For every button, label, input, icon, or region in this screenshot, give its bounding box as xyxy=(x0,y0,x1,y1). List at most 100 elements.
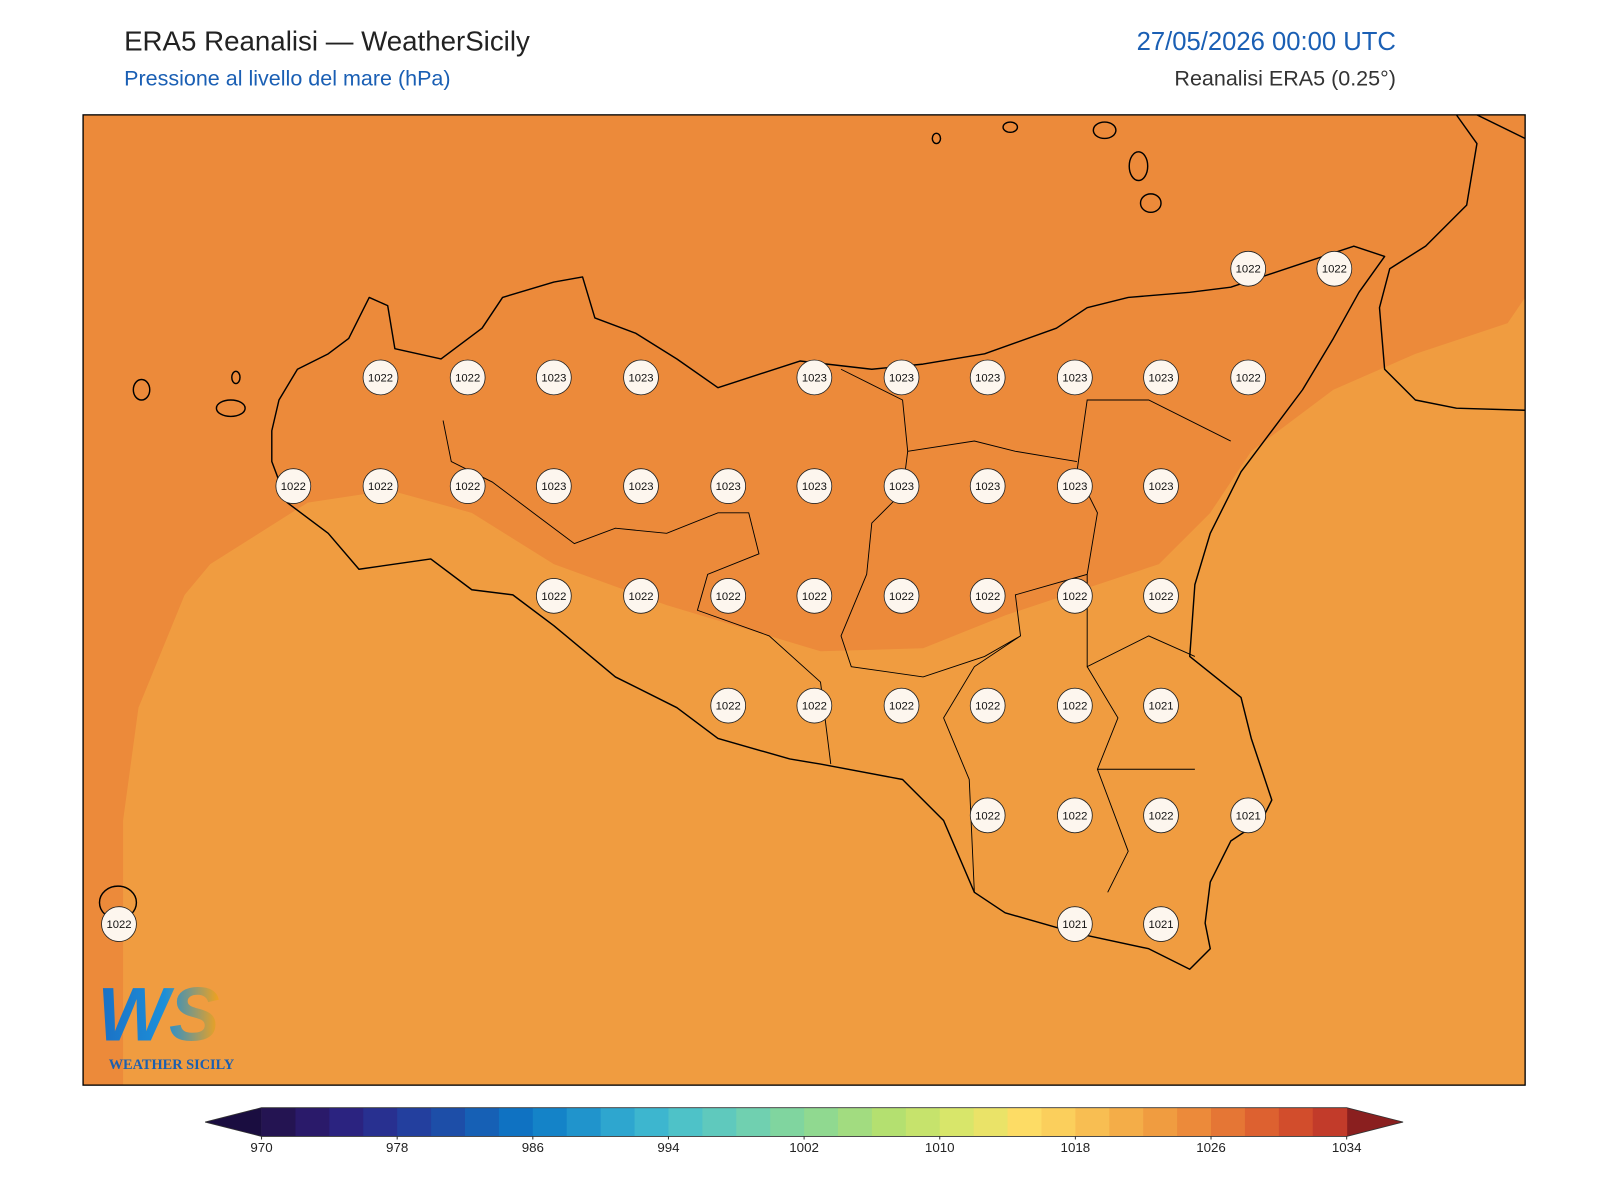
station-value: 1023 xyxy=(889,372,914,384)
island xyxy=(1139,193,1162,214)
station-value: 1022 xyxy=(628,591,653,603)
colorbar-extend-low xyxy=(205,1107,262,1137)
station-value: 1022 xyxy=(106,919,131,931)
colorbar-tick-label: 970 xyxy=(250,1140,272,1155)
station-marker xyxy=(883,687,920,724)
station-marker xyxy=(796,468,833,504)
colorbar-segment xyxy=(668,1107,703,1137)
colorbar: 970 978 986 994 1002 1010 1018 1026 1034 xyxy=(205,1107,1404,1155)
station-value: 1023 xyxy=(1148,372,1173,384)
station-value: 1022 xyxy=(1322,264,1347,276)
station-value: 1022 xyxy=(455,372,480,384)
colorbar-segment xyxy=(1211,1107,1246,1137)
map-area: 1022 1022 1022 1022 1023 1023 1023 1023 1023 1023… xyxy=(83,114,1526,1086)
station-value: 1023 xyxy=(716,481,741,493)
island xyxy=(1128,151,1149,182)
colorbar-tick-label: 1002 xyxy=(789,1140,819,1155)
colorbar-segment xyxy=(295,1107,330,1137)
colorbar-segment xyxy=(261,1107,296,1137)
logo-mark: WS xyxy=(97,973,219,1058)
coastline xyxy=(1378,114,1526,411)
colorbar-segment xyxy=(566,1107,602,1137)
datetime: 27/05/2026 00:00 UTC xyxy=(1137,28,1396,56)
colorbar-segment xyxy=(1041,1107,1076,1137)
colorbar-segment xyxy=(702,1107,737,1137)
colorbar-tick-label: 1010 xyxy=(925,1140,955,1155)
station-value: 1022 xyxy=(975,591,1000,603)
station-value: 1023 xyxy=(889,481,914,493)
colorbar-segment xyxy=(329,1107,364,1137)
logo: WS WEATHER SICILY xyxy=(97,973,234,1073)
colorbar-tick-label: 978 xyxy=(386,1140,408,1155)
station-marker xyxy=(883,359,920,396)
station-marker xyxy=(969,797,1006,834)
colorbar-segment xyxy=(905,1107,941,1137)
station-value: 1021 xyxy=(1148,919,1173,931)
station-value: 1022 xyxy=(1148,591,1173,603)
station-value: 1023 xyxy=(802,372,827,384)
station-layer: 1022 1022 1022 1022 1023 1023 1023 1023 1023 1023… xyxy=(101,250,1353,942)
station-value: 1021 xyxy=(1148,701,1173,713)
station-value: 1023 xyxy=(541,372,566,384)
colorbar-segment xyxy=(1244,1107,1280,1137)
station-value: 1023 xyxy=(1062,372,1087,384)
station-marker xyxy=(969,468,1006,504)
island xyxy=(132,378,151,401)
station-value: 1022 xyxy=(1148,810,1173,822)
station-marker xyxy=(1230,250,1267,287)
station-value: 1021 xyxy=(1236,810,1261,822)
station-marker xyxy=(362,468,399,504)
station-marker xyxy=(1316,250,1353,287)
station-value: 1022 xyxy=(281,481,306,493)
colorbar-segment xyxy=(1177,1107,1212,1137)
station-marker xyxy=(1143,468,1179,504)
station-marker xyxy=(623,578,659,614)
station-value: 1022 xyxy=(975,701,1000,713)
station-value: 1022 xyxy=(1062,591,1087,603)
station-marker xyxy=(710,578,747,614)
island xyxy=(1092,121,1117,140)
colorbar-segment xyxy=(1007,1107,1042,1137)
map-frame xyxy=(82,114,1526,1086)
colorbar-segment xyxy=(1109,1107,1144,1137)
colorbar-segment xyxy=(736,1107,771,1137)
station-value: 1022 xyxy=(1236,372,1261,384)
station-marker xyxy=(449,359,486,396)
colorbar-segment xyxy=(973,1107,1009,1137)
station-value: 1023 xyxy=(628,481,653,493)
colorbar-segment xyxy=(634,1107,669,1137)
station-marker xyxy=(1143,797,1179,834)
logo-name: WEATHER SICILY xyxy=(109,1057,235,1073)
station-marker xyxy=(710,687,747,724)
island xyxy=(1002,121,1019,134)
station-marker xyxy=(710,468,747,504)
colorbar-extend-high xyxy=(1346,1107,1404,1137)
station-value: 1022 xyxy=(1062,810,1087,822)
station-value: 1023 xyxy=(802,481,827,493)
station-value: 1023 xyxy=(1148,481,1173,493)
station-value: 1023 xyxy=(975,372,1000,384)
colorbar-segment xyxy=(397,1107,432,1137)
station-marker xyxy=(796,578,833,614)
station-marker xyxy=(275,468,312,504)
colorbar-segment xyxy=(939,1107,975,1137)
station-marker xyxy=(1230,797,1267,834)
island xyxy=(215,399,246,418)
station-value: 1021 xyxy=(1062,919,1087,931)
station-value: 1023 xyxy=(1062,481,1087,493)
station-value: 1022 xyxy=(455,481,480,493)
station-marker xyxy=(1143,906,1179,942)
station-value: 1023 xyxy=(975,481,1000,493)
colorbar-tick-label: 1026 xyxy=(1196,1140,1226,1155)
station-marker xyxy=(536,359,572,396)
colorbar-segment xyxy=(804,1107,839,1137)
colorbar-segment xyxy=(1278,1107,1314,1137)
colorbar-segment xyxy=(465,1107,500,1137)
station-value: 1022 xyxy=(368,372,393,384)
station-value: 1022 xyxy=(975,810,1000,822)
station-marker xyxy=(623,359,659,396)
station-marker xyxy=(969,687,1006,724)
station-marker xyxy=(1143,359,1179,396)
colorbar-segment xyxy=(871,1107,907,1137)
